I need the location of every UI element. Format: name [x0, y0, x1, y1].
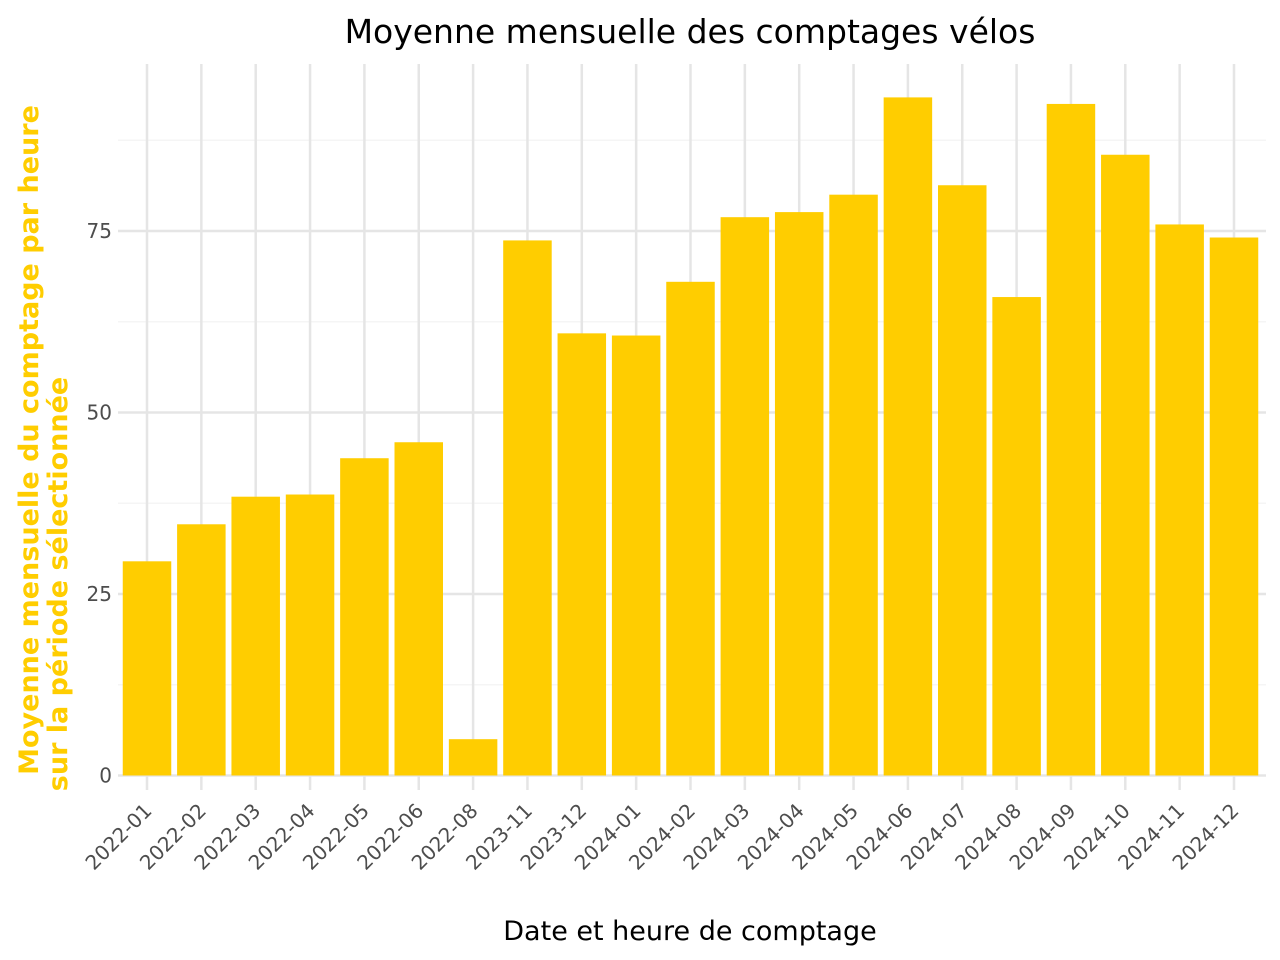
bar-2024-05: [829, 194, 878, 776]
y-tick-label: 50: [87, 400, 112, 424]
bar-2022-05: [340, 458, 389, 776]
y-axis-label-line-1: Moyenne mensuelle du comptage par heure: [14, 105, 45, 775]
bar-2024-04: [774, 212, 824, 776]
bar-2024-06: [883, 97, 933, 776]
bar-2024-09: [1046, 103, 1096, 776]
bars: [122, 97, 1259, 776]
y-tick-label: 25: [87, 582, 112, 606]
bar-2024-01: [611, 335, 661, 776]
bar-2023-11: [503, 240, 552, 776]
bar-2024-10: [1101, 154, 1150, 776]
bar-2024-07: [938, 185, 987, 776]
bar-2022-08: [448, 739, 498, 776]
bar-2022-01: [122, 561, 172, 776]
y-tick-labels: 0 25 50 75: [87, 219, 112, 787]
chart-title: Moyenne mensuelle des comptages vélos: [345, 12, 1036, 51]
y-axis-label-line-2: sur la période sélectionnée: [43, 377, 74, 791]
bar-2022-03: [231, 496, 280, 776]
x-axis-label: Date et heure de comptage: [503, 916, 876, 947]
bar-2024-02: [666, 281, 715, 776]
bar-2024-12: [1209, 237, 1259, 776]
bar-2022-02: [177, 524, 226, 776]
x-tick-labels: 2022-012022-022022-032022-042022-052022-…: [80, 799, 1243, 875]
bar-2024-08: [992, 297, 1041, 776]
bar-2023-12: [557, 333, 607, 776]
y-tick-label: 0: [99, 763, 112, 787]
y-tick-label: 75: [87, 219, 112, 243]
bar-2024-11: [1155, 224, 1204, 776]
bar-2022-04: [285, 494, 335, 776]
bar-2024-03: [720, 217, 770, 776]
bar-2022-06: [394, 442, 443, 776]
